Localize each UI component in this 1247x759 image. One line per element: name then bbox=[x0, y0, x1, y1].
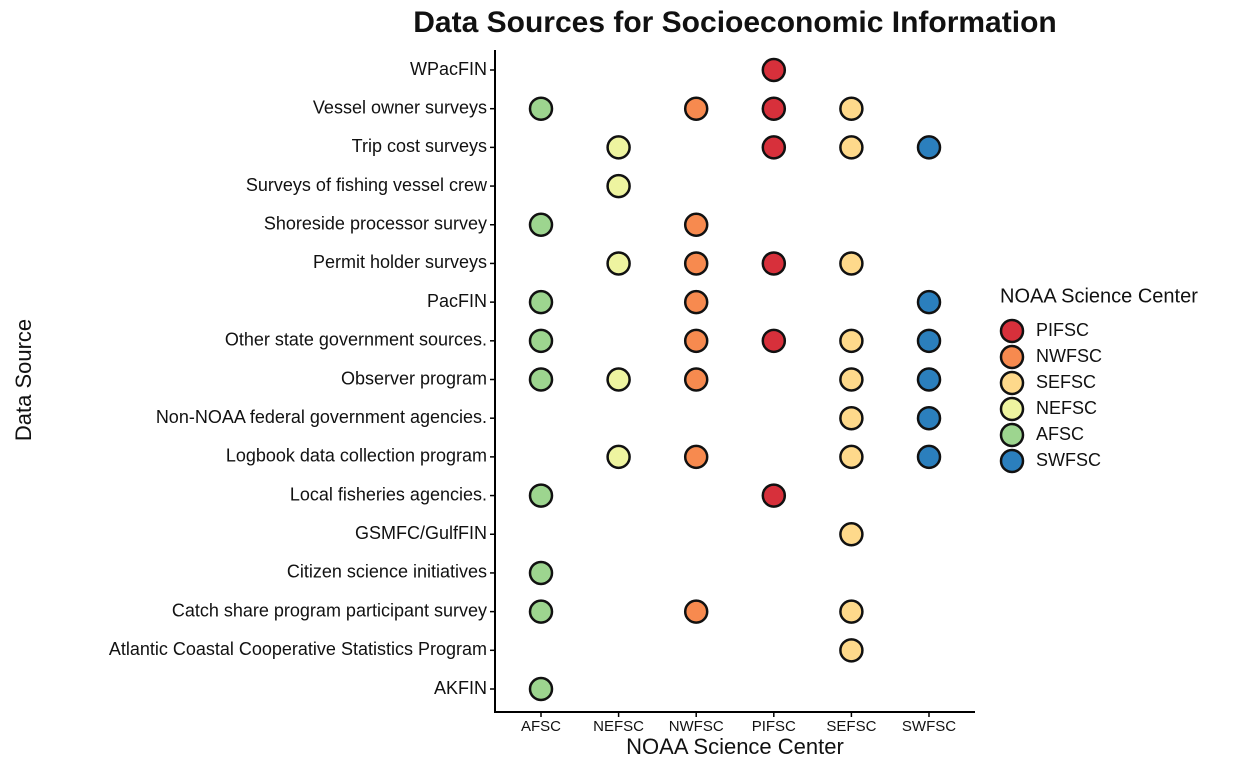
y-tick-label: Trip cost surveys bbox=[352, 136, 487, 156]
y-tick-label: Other state government sources. bbox=[225, 330, 487, 350]
point bbox=[916, 444, 942, 470]
point bbox=[528, 212, 554, 237]
y-tick-label: Vessel owner surveys bbox=[313, 97, 487, 117]
point bbox=[606, 135, 631, 160]
legend-label: NEFSC bbox=[1036, 398, 1097, 418]
legend-swatch bbox=[999, 448, 1025, 474]
point bbox=[528, 483, 554, 508]
point bbox=[761, 328, 787, 354]
point bbox=[683, 251, 709, 276]
point bbox=[683, 444, 709, 470]
legend-swatch bbox=[999, 422, 1025, 448]
legend-swatch bbox=[999, 344, 1025, 370]
legend-label: PIFSC bbox=[1036, 320, 1089, 340]
y-tick-label: GSMFC/GulfFIN bbox=[355, 523, 487, 543]
point bbox=[528, 676, 554, 702]
point bbox=[761, 135, 787, 160]
point bbox=[916, 405, 942, 431]
point bbox=[916, 135, 942, 160]
x-tick-label: PIFSC bbox=[752, 718, 796, 735]
y-tick-label: Citizen science initiatives bbox=[287, 562, 487, 582]
point bbox=[683, 367, 709, 392]
point bbox=[683, 599, 709, 624]
point bbox=[683, 289, 709, 315]
y-tick-label: WPacFIN bbox=[410, 59, 487, 79]
point bbox=[761, 251, 787, 276]
point bbox=[606, 173, 631, 199]
legend-label: AFSC bbox=[1036, 424, 1084, 444]
point bbox=[606, 367, 631, 392]
point bbox=[916, 328, 942, 354]
point bbox=[839, 251, 864, 276]
x-tick-label: SWFSC bbox=[902, 718, 956, 735]
legend-label: NWFSC bbox=[1036, 346, 1102, 366]
y-tick-label: Catch share program participant survey bbox=[172, 600, 487, 620]
point bbox=[606, 251, 631, 276]
point bbox=[839, 638, 864, 663]
point bbox=[761, 483, 787, 508]
point bbox=[839, 367, 864, 392]
point bbox=[683, 96, 709, 121]
legend-swatch bbox=[999, 318, 1025, 344]
legend-swatch bbox=[999, 396, 1025, 422]
point bbox=[839, 96, 864, 121]
point bbox=[839, 444, 864, 470]
point bbox=[839, 328, 864, 354]
y-tick-label: Permit holder surveys bbox=[313, 252, 487, 272]
y-tick-label: Local fisheries agencies. bbox=[290, 484, 487, 504]
point bbox=[528, 328, 554, 354]
point bbox=[683, 212, 709, 237]
y-tick-label: Atlantic Coastal Cooperative Statistics … bbox=[109, 639, 487, 659]
x-tick-label: NWFSC bbox=[669, 718, 724, 735]
legend-title: NOAA Science Center bbox=[1000, 285, 1198, 307]
y-tick-label: Observer program bbox=[341, 368, 487, 388]
x-tick-label: SEFSC bbox=[826, 718, 876, 735]
y-axis-title: Data Source bbox=[11, 319, 36, 441]
point bbox=[683, 328, 709, 354]
legend-label: SEFSC bbox=[1036, 372, 1096, 392]
x-tick-label: NEFSC bbox=[593, 718, 644, 735]
y-tick-label: PacFIN bbox=[427, 291, 487, 311]
point bbox=[528, 367, 554, 392]
point bbox=[839, 405, 864, 431]
point bbox=[528, 599, 554, 624]
point bbox=[839, 599, 864, 624]
point bbox=[606, 444, 631, 470]
point bbox=[839, 135, 864, 160]
point bbox=[761, 96, 787, 121]
point bbox=[528, 96, 554, 121]
y-tick-label: AKFIN bbox=[434, 678, 487, 698]
point bbox=[916, 289, 942, 315]
point bbox=[528, 560, 554, 586]
y-tick-label: Surveys of fishing vessel crew bbox=[246, 175, 488, 195]
point bbox=[761, 57, 787, 83]
point bbox=[528, 289, 554, 315]
y-tick-label: Logbook data collection program bbox=[226, 446, 487, 466]
point bbox=[839, 522, 864, 547]
x-axis-title: NOAA Science Center bbox=[626, 734, 844, 759]
legend-swatch bbox=[999, 370, 1025, 396]
point bbox=[916, 367, 942, 392]
chart-title: Data Sources for Socioeconomic Informati… bbox=[413, 6, 1056, 39]
legend-label: SWFSC bbox=[1036, 450, 1101, 470]
x-tick-label: AFSC bbox=[521, 718, 561, 735]
y-tick-label: Non-NOAA federal government agencies. bbox=[156, 407, 487, 427]
y-tick-label: Shoreside processor survey bbox=[264, 214, 487, 234]
